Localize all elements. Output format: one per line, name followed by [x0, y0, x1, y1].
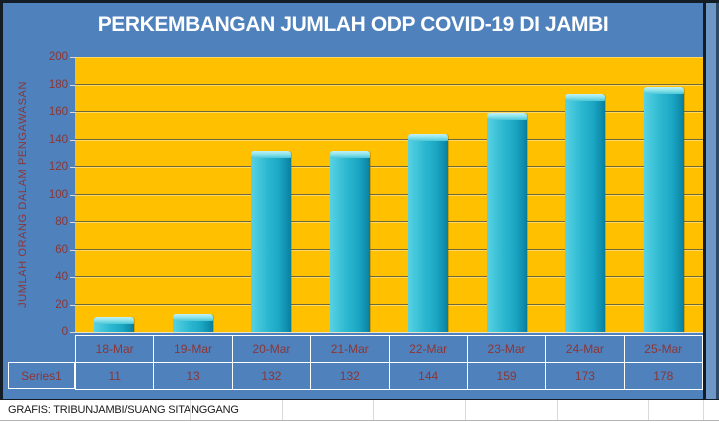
- y-tick-label: 160: [48, 106, 68, 118]
- credit-text: GRAFIS: TRIBUNJAMBI/SUANG SITANGGANG: [8, 404, 239, 416]
- y-tick-label: 60: [55, 243, 68, 256]
- category-cell: 25-Mar: [624, 336, 702, 362]
- y-tick-mark: [70, 84, 75, 86]
- gridline: [75, 303, 703, 306]
- y-axis-tick-labels: 0 20 40 60 80 100 120 140 160 180 200: [30, 51, 68, 338]
- bar-top-bevel: [486, 113, 527, 121]
- y-tick-mark: [70, 304, 75, 306]
- value-cell: 178: [624, 363, 702, 389]
- chart-object[interactable]: PERKEMBANGAN JUMLAH ODP COVID-19 DI JAMB…: [0, 0, 719, 400]
- sheet-background-strip: [706, 3, 716, 399]
- worksheet-footer: GRAFIS: TRIBUNJAMBI/SUANG SITANGGANG: [0, 400, 719, 423]
- bar-top-bevel: [408, 134, 449, 141]
- bar-top-bevel: [172, 314, 213, 322]
- gridline: [75, 83, 703, 86]
- y-tick-mark: [70, 249, 75, 251]
- y-tick-label: 100: [48, 188, 68, 201]
- y-tick-mark: [70, 139, 75, 141]
- bar[interactable]: [251, 150, 292, 332]
- y-tick-label: 180: [48, 78, 68, 91]
- gridline: [75, 111, 703, 113]
- y-tick-mark: [70, 194, 75, 196]
- bar[interactable]: [565, 94, 606, 332]
- data-table: 18-Mar 19-Mar 20-Mar 21-Mar 22-Mar 23-Mar 24-M…: [75, 335, 703, 390]
- bar[interactable]: [643, 87, 684, 332]
- bar[interactable]: [172, 314, 213, 332]
- gridline: [75, 166, 703, 168]
- y-tick-label: 40: [55, 271, 68, 283]
- category-cell: 23-Mar: [467, 336, 546, 362]
- category-cell: 21-Mar: [311, 336, 389, 362]
- gridline: [75, 57, 703, 58]
- category-cell: 18-Mar: [76, 336, 154, 362]
- category-cell: 20-Mar: [232, 336, 311, 362]
- bar[interactable]: [408, 134, 449, 332]
- cell-gridline: [282, 400, 283, 420]
- plot-area: [75, 57, 703, 333]
- footer-cell-row: GRAFIS: TRIBUNJAMBI/SUANG SITANGGANG: [0, 400, 719, 421]
- bar[interactable]: [94, 316, 135, 332]
- sheet-edge: [716, 3, 719, 399]
- gridline: [75, 276, 703, 278]
- bar-top-bevel: [643, 87, 684, 95]
- bar-top-bevel: [565, 94, 606, 102]
- value-cell: 144: [389, 363, 467, 389]
- y-tick-mark: [70, 57, 75, 58]
- cell-gridline: [648, 400, 649, 420]
- value-cell: 132: [232, 363, 311, 389]
- value-cell: 13: [154, 363, 232, 389]
- category-cell: 19-Mar: [154, 336, 232, 362]
- cell-gridline: [557, 400, 558, 420]
- category-cell: 22-Mar: [389, 336, 467, 362]
- y-tick-mark: [70, 167, 75, 168]
- y-tick-label: 140: [48, 133, 68, 146]
- gridline: [75, 138, 703, 141]
- series-legend-cell: Series1: [8, 362, 75, 389]
- value-cell: 159: [467, 363, 546, 389]
- y-tick-label: 200: [48, 51, 68, 63]
- y-axis-tick-marks: [70, 57, 75, 333]
- bar[interactable]: [486, 113, 527, 332]
- bar[interactable]: [329, 150, 370, 332]
- cell-gridline: [465, 400, 466, 420]
- value-cell: 173: [546, 363, 624, 389]
- y-tick-mark: [70, 112, 75, 113]
- bar-top-bevel: [94, 316, 135, 324]
- y-tick-label: 120: [48, 161, 68, 173]
- y-tick-label: 80: [55, 216, 68, 228]
- chart-title: PERKEMBANGAN JUMLAH ODP COVID-19 DI JAMB…: [97, 13, 609, 36]
- cell-gridline: [373, 400, 374, 420]
- y-tick-mark: [70, 332, 75, 333]
- cell-gridline: [190, 400, 191, 420]
- cell-gridline: [703, 400, 704, 420]
- y-tick-label: 20: [55, 298, 68, 311]
- gridline: [75, 221, 703, 223]
- y-tick-mark: [70, 277, 75, 278]
- gridline: [75, 193, 703, 196]
- y-tick-label: 0: [61, 326, 68, 338]
- value-cell: 11: [76, 363, 154, 389]
- y-tick-mark: [70, 222, 75, 223]
- gridline: [75, 248, 703, 251]
- value-cell: 132: [311, 363, 389, 389]
- category-cell: 24-Mar: [546, 336, 624, 362]
- bar-top-bevel: [329, 150, 370, 158]
- bar-top-bevel: [251, 150, 292, 158]
